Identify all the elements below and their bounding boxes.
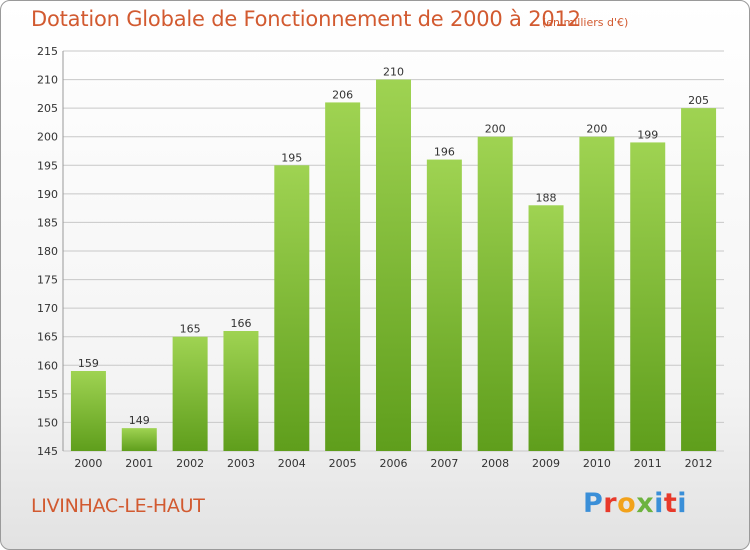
- y-tick-label: 195: [37, 159, 58, 172]
- y-tick-label: 200: [37, 131, 58, 144]
- proxiti-logo[interactable]: Proxiti: [583, 488, 688, 519]
- bar: [223, 331, 259, 451]
- bars: [70, 79, 717, 452]
- bar: [630, 142, 666, 451]
- x-tick-label: 2011: [634, 457, 662, 470]
- chart-unit: (en milliers d'€): [542, 16, 629, 29]
- x-tick-label: 2006: [380, 457, 408, 470]
- data-label: 159: [78, 357, 99, 370]
- y-tick-label: 170: [37, 302, 58, 315]
- x-tick-label: 2005: [329, 457, 357, 470]
- data-label: 206: [332, 88, 353, 101]
- data-label: 195: [281, 151, 302, 164]
- bar: [325, 102, 361, 451]
- y-tick-label: 180: [37, 245, 58, 258]
- data-label: 188: [536, 191, 557, 204]
- bar: [274, 165, 310, 452]
- data-label: 166: [230, 317, 251, 330]
- x-tick-label: 2000: [74, 457, 102, 470]
- x-tick-label: 2008: [481, 457, 509, 470]
- bar: [426, 159, 462, 452]
- bar: [579, 136, 615, 451]
- y-axis: 145 150 155 160 165 170 175 180 185 190 195 200 205 2…: [37, 45, 58, 458]
- x-tick-label: 2002: [176, 457, 204, 470]
- commune-name: LIVINHAC-LE-HAUT: [31, 495, 205, 517]
- data-label: 200: [586, 123, 607, 136]
- data-label: 205: [688, 94, 709, 107]
- y-tick-label: 205: [37, 102, 58, 115]
- y-tick-label: 165: [37, 331, 58, 344]
- data-label: 165: [180, 323, 201, 336]
- bar: [70, 371, 106, 451]
- y-tick-label: 145: [37, 445, 58, 458]
- bar: [528, 205, 564, 451]
- y-tick-label: 215: [37, 45, 58, 58]
- x-axis: 2000 2001 2002 2003 2004 2005 2006 2007 2008 2009…: [74, 457, 712, 470]
- data-label: 196: [434, 146, 455, 159]
- y-tick-label: 190: [37, 188, 58, 201]
- bar: [376, 79, 411, 452]
- x-tick-label: 2003: [227, 457, 255, 470]
- x-tick-label: 2009: [532, 457, 560, 470]
- bar: [172, 336, 208, 451]
- y-tick-label: 210: [37, 74, 58, 87]
- y-tick-label: 155: [37, 388, 58, 401]
- bar: [121, 428, 157, 451]
- y-tick-label: 175: [37, 274, 58, 287]
- data-label: 200: [485, 123, 506, 136]
- x-tick-label: 2007: [430, 457, 458, 470]
- x-tick-label: 2001: [125, 457, 153, 470]
- chart-title: Dotation Globale de Fonctionnement de 20…: [31, 7, 581, 31]
- data-label: 199: [637, 128, 658, 141]
- x-tick-label: 2010: [583, 457, 611, 470]
- y-tick-label: 160: [37, 359, 58, 372]
- data-label: 149: [129, 414, 150, 427]
- x-tick-label: 2004: [278, 457, 306, 470]
- x-tick-label: 2012: [685, 457, 713, 470]
- data-label: 210: [383, 66, 404, 79]
- data-labels: 159 149 165 166 195 206 210 196 200 188 200 199 205: [78, 66, 709, 428]
- y-tick-label: 185: [37, 216, 58, 229]
- y-tick-label: 150: [37, 416, 58, 429]
- bar: [681, 108, 717, 452]
- bar: [477, 136, 513, 451]
